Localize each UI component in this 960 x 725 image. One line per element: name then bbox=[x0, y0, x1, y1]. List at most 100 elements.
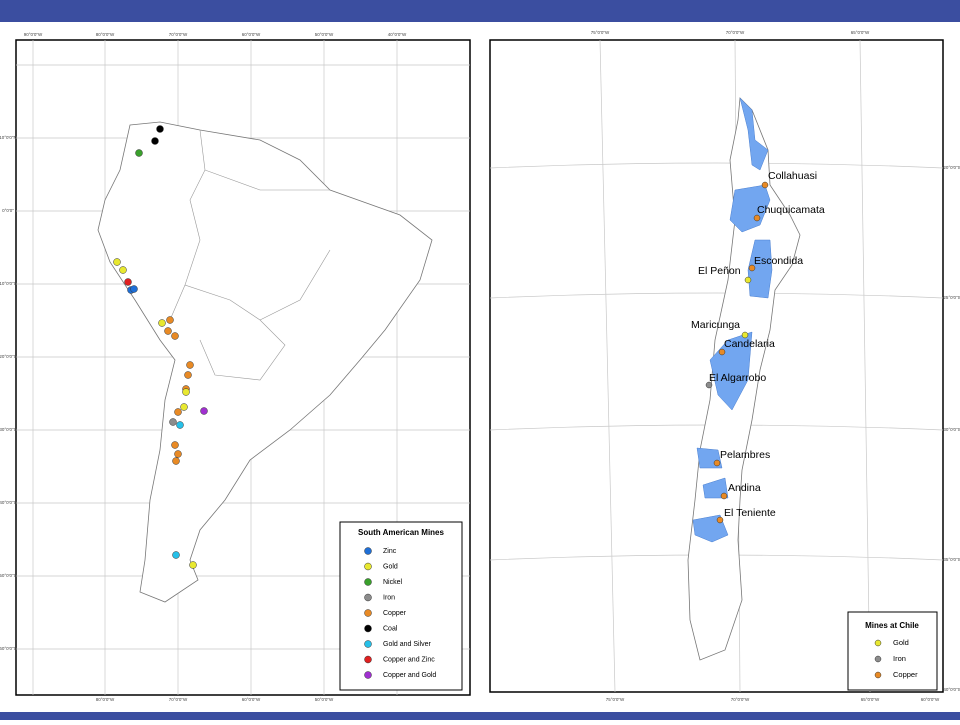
coord-label: 20°0'0"S bbox=[943, 165, 960, 170]
coord-label: 30°0'0"S bbox=[943, 427, 960, 432]
legend-label: Gold bbox=[893, 638, 909, 647]
mine-dot bbox=[720, 492, 728, 500]
legend-label: Copper bbox=[893, 670, 918, 679]
legend-label: Gold and Silver bbox=[383, 641, 432, 648]
region bbox=[739, 97, 769, 171]
coord-label: 0°0'0" bbox=[2, 208, 14, 213]
mine-label: Pelambres bbox=[720, 449, 770, 461]
legend-swatch bbox=[364, 547, 372, 555]
coord-label: 60°0'0"S bbox=[0, 646, 17, 651]
mine-label: Escondida bbox=[754, 255, 803, 267]
coord-label: 40°0'0"S bbox=[0, 500, 17, 505]
right-legend-box bbox=[847, 611, 938, 691]
legend-swatch bbox=[874, 639, 882, 647]
legend-swatch bbox=[364, 609, 372, 617]
mine-dot bbox=[113, 258, 121, 266]
coord-label: 50°0'0"W bbox=[315, 697, 334, 702]
coord-label: 30°0'0"S bbox=[0, 427, 17, 432]
coord-label: 60°0'0"W bbox=[242, 697, 261, 702]
mine-dot bbox=[741, 331, 749, 339]
legend-swatch bbox=[364, 671, 372, 679]
mine-dot bbox=[189, 561, 197, 569]
coord-label: 35°0'0"S bbox=[943, 557, 960, 562]
mine-label: Candelaria bbox=[724, 338, 775, 350]
mine-label: El Algarrobo bbox=[709, 372, 766, 384]
coord-label: 25°0'0"S bbox=[943, 295, 960, 300]
mine-dot bbox=[174, 408, 182, 416]
mine-dot bbox=[718, 348, 726, 356]
mine-dot bbox=[713, 459, 721, 467]
legend-label: Gold bbox=[383, 563, 398, 570]
coord-label: 40°0'0"S bbox=[943, 687, 960, 692]
mine-label: El Teniente bbox=[724, 507, 776, 519]
coord-label: 10°0'0"N bbox=[0, 135, 17, 140]
legend-label: Coal bbox=[383, 625, 398, 632]
coord-label: 10°0'0"S bbox=[0, 281, 17, 286]
mine-dot bbox=[753, 214, 761, 222]
legend-label: Copper bbox=[383, 610, 407, 617]
mine-dot bbox=[171, 332, 179, 340]
legend-label: Copper and Gold bbox=[383, 672, 436, 679]
coord-label: 40°0'0"W bbox=[388, 32, 407, 37]
legend-label: Nickel bbox=[383, 579, 403, 586]
mine-dot bbox=[716, 516, 724, 524]
coord-label: 70°0'0"W bbox=[731, 697, 750, 702]
generated: 90°0'0"W 80°0'0"W 70°0'0"W 60°0'0"W 50°0'0"W… bbox=[0, 30, 960, 702]
region bbox=[702, 477, 729, 499]
coord-label: 80°0'0"W bbox=[96, 697, 115, 702]
legend-label: Zinc bbox=[383, 548, 397, 555]
legend-label: Iron bbox=[893, 654, 906, 663]
coord-label: 75°0'0"W bbox=[591, 30, 610, 35]
mine-dot bbox=[171, 441, 179, 449]
coord-label: 65°0'0"W bbox=[861, 697, 880, 702]
coord-label: 80°0'0"W bbox=[96, 32, 115, 37]
mine-dot bbox=[135, 149, 143, 157]
coord-label: 20°0'0"S bbox=[0, 354, 17, 359]
coord-label: 50°0'0"S bbox=[0, 573, 17, 578]
mine-dot bbox=[124, 278, 132, 286]
mine-dot bbox=[186, 361, 194, 369]
south-america-outline bbox=[97, 121, 433, 603]
legend-swatch bbox=[364, 593, 372, 602]
coord-label: 60°0'0"W bbox=[242, 32, 261, 37]
coord-label: 90°0'0"W bbox=[24, 32, 43, 37]
mine-dot bbox=[172, 551, 180, 559]
coord-label: 65°0'0"W bbox=[851, 30, 870, 35]
mine-label: Chuquicamata bbox=[757, 204, 825, 216]
coord-label: 60°0'0"W bbox=[921, 697, 940, 702]
mine-dot bbox=[200, 407, 208, 415]
legend-swatch bbox=[364, 562, 372, 571]
coord-label: 75°0'0"W bbox=[606, 697, 625, 702]
mine-dot bbox=[166, 316, 174, 324]
legend-label: Iron bbox=[383, 594, 395, 601]
legend-swatch bbox=[364, 578, 372, 586]
legend-title: South American Mines bbox=[358, 528, 444, 537]
mine-dot bbox=[174, 450, 182, 458]
mine-dot bbox=[176, 421, 184, 429]
coord-label: 70°0'0"W bbox=[169, 32, 188, 37]
legend-swatch bbox=[364, 655, 372, 664]
mine-dot bbox=[169, 418, 177, 426]
mine-dot bbox=[748, 264, 756, 272]
mine-label: Andina bbox=[728, 482, 761, 494]
mine-dot bbox=[158, 319, 166, 327]
mine-dot bbox=[182, 388, 190, 396]
legend-swatch bbox=[874, 655, 882, 663]
mine-dot bbox=[172, 457, 180, 465]
legend-title: Mines at Chile bbox=[865, 621, 919, 630]
region bbox=[747, 239, 773, 299]
bottom-bar bbox=[0, 712, 960, 720]
legend-swatch bbox=[364, 624, 372, 633]
left-legend-box bbox=[339, 521, 463, 691]
mine-dot bbox=[119, 266, 127, 274]
mine-regions bbox=[692, 97, 773, 543]
country-borders bbox=[169, 129, 331, 381]
legend-swatch bbox=[874, 671, 882, 679]
mine-dot bbox=[744, 276, 752, 284]
legend-swatch bbox=[364, 640, 372, 648]
mine-dot bbox=[164, 327, 172, 335]
mine-dot bbox=[180, 403, 188, 411]
mine-dot bbox=[761, 181, 769, 189]
